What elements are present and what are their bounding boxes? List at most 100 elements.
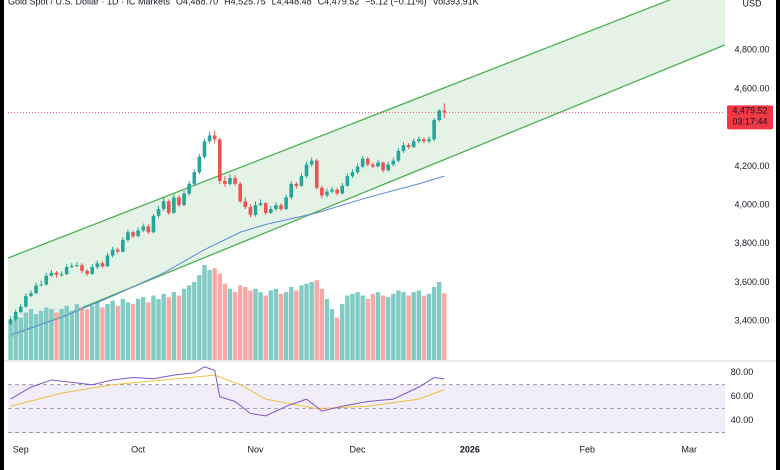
volume-bar	[416, 290, 422, 360]
currency: USD	[742, 0, 762, 8]
volume-bar	[391, 293, 396, 360]
volume-bar	[90, 305, 95, 360]
x-tick-label: Dec	[350, 444, 367, 454]
volume-bar	[176, 295, 182, 360]
candle-body	[325, 191, 329, 196]
header-item: Vol393.91K	[433, 0, 479, 6]
candle-body	[289, 183, 294, 198]
candle-body	[335, 189, 339, 194]
volume-bar	[130, 304, 136, 360]
candle-body	[360, 158, 365, 167]
candle-body	[432, 120, 436, 140]
volume-bar	[273, 288, 279, 360]
candle-body	[258, 203, 263, 206]
volume-bar	[74, 304, 80, 360]
volume-bar	[396, 290, 401, 360]
candle-body	[151, 215, 156, 233]
candle-body	[314, 160, 319, 188]
volume-bar	[442, 293, 447, 360]
volume-bar	[79, 307, 85, 360]
volume-bar	[161, 293, 166, 360]
candle-body	[100, 263, 105, 267]
price-pane	[7, 0, 726, 360]
candle-body	[269, 209, 273, 213]
rsi-line	[10, 366, 445, 417]
volume-bar	[289, 287, 294, 360]
candle-body	[243, 201, 248, 208]
volume-bar	[385, 297, 391, 360]
header-item: O4,488.70	[176, 0, 218, 6]
volume-bar	[141, 297, 146, 360]
rsi-tick-label: 40.00	[731, 415, 754, 425]
header-item: L4,448.48	[272, 0, 312, 6]
volume-bar	[49, 309, 54, 360]
candle-body	[365, 158, 370, 165]
volume-bar	[406, 295, 411, 360]
header-item: Gold Spot / U.S. Dollar · 1D · IC Market…	[8, 0, 171, 6]
candle-body	[39, 284, 43, 286]
volume-bar	[380, 295, 386, 360]
volume-bar	[426, 293, 432, 360]
candle-body	[80, 265, 84, 271]
candle-body	[75, 265, 79, 267]
candle-body	[223, 180, 227, 184]
moving-average	[10, 175, 445, 336]
volume-bar	[431, 287, 437, 360]
candle-body	[350, 172, 355, 177]
candle-body	[126, 232, 130, 240]
candle-body	[197, 156, 202, 173]
candle-body	[146, 226, 151, 233]
x-tick-label: Oct	[131, 444, 146, 454]
candle-body	[422, 139, 426, 142]
candle-body	[437, 110, 442, 120]
candle-body	[34, 285, 38, 294]
volume-bar	[95, 302, 100, 360]
candle-body	[69, 265, 74, 268]
volume-bar	[314, 280, 319, 360]
candle-body	[59, 274, 64, 276]
volume-bar	[166, 297, 171, 360]
candle-body	[411, 141, 416, 148]
candle-body	[427, 139, 431, 142]
candle-body	[233, 178, 237, 184]
candle-body	[381, 162, 385, 171]
candle-body	[141, 226, 146, 231]
candle-body	[202, 141, 207, 157]
volume-bar	[360, 295, 365, 360]
candle-body	[131, 232, 135, 237]
volume-bar	[8, 320, 13, 360]
volume-bar	[411, 292, 416, 360]
candle-body	[49, 272, 54, 276]
candle-body	[279, 205, 283, 210]
candle-body	[274, 205, 278, 210]
volume-bar	[64, 305, 69, 360]
volume-bar	[253, 288, 258, 360]
volume-bar	[38, 310, 44, 360]
candle-body	[238, 183, 242, 202]
candle-body	[115, 249, 120, 252]
volume-bar	[207, 270, 212, 360]
candle-body	[172, 197, 176, 213]
volume-bar	[202, 265, 207, 360]
candle-body	[248, 207, 253, 215]
volume-bar	[248, 290, 253, 360]
volume-bar	[258, 292, 263, 360]
candle-body	[396, 150, 401, 161]
candle-body	[24, 296, 28, 307]
candle-body	[13, 312, 18, 320]
y-tick-label: 4,200.00	[734, 161, 769, 171]
rsi-tick-label: 60.00	[731, 391, 754, 401]
x-tick-label: 2026	[460, 444, 480, 454]
candle-body	[136, 230, 140, 237]
price-label: 4,479.52	[732, 106, 767, 116]
rsi-ma	[10, 374, 445, 410]
volume-bar	[135, 298, 141, 360]
candle-body	[207, 135, 212, 142]
candle-body	[64, 267, 69, 275]
volume-bar	[319, 288, 325, 360]
candle-body	[110, 249, 115, 256]
volume-bar	[283, 292, 289, 360]
candle-body	[401, 145, 406, 151]
volume-bar	[59, 309, 64, 360]
x-tick-label: Nov	[247, 444, 264, 454]
